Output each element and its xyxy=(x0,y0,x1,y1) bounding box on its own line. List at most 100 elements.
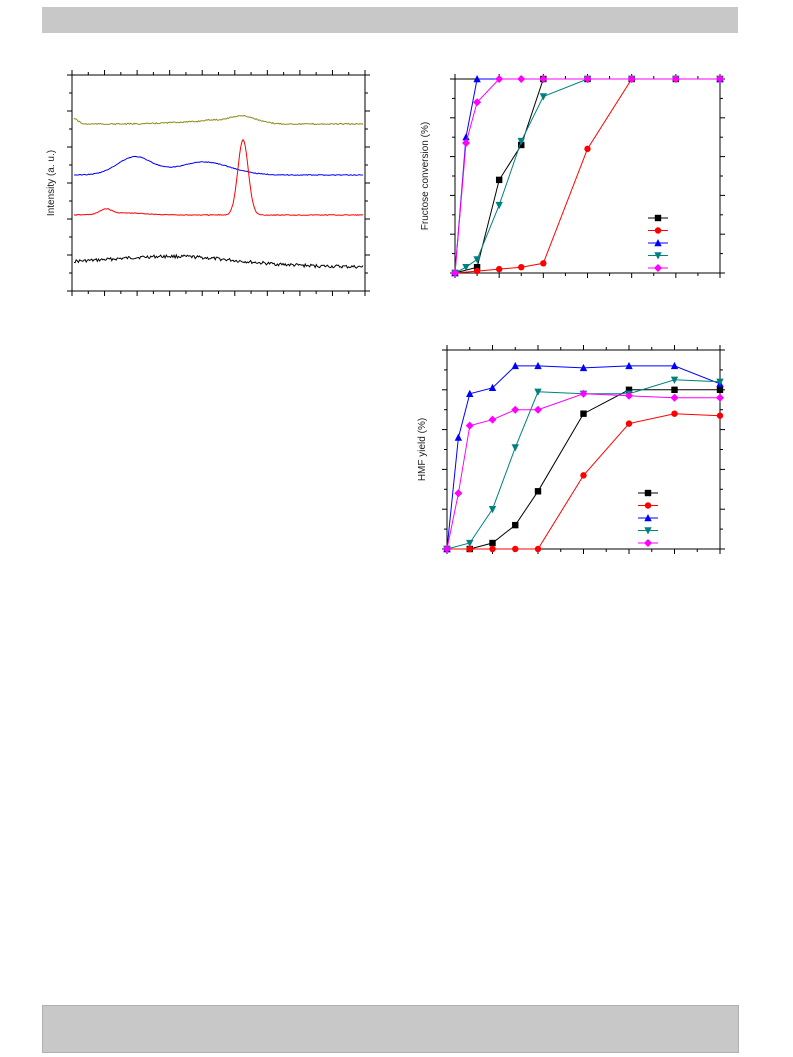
data-point xyxy=(625,361,633,370)
data-point xyxy=(495,265,503,273)
data-point xyxy=(454,433,463,441)
data-point xyxy=(511,405,520,414)
legend-marker xyxy=(644,489,652,497)
legend xyxy=(638,489,658,547)
data-point xyxy=(716,386,724,393)
legend-marker xyxy=(654,214,662,222)
data-point xyxy=(539,93,548,101)
data-point xyxy=(495,201,503,210)
legend-marker xyxy=(644,502,652,509)
data-point xyxy=(488,506,497,514)
data-point xyxy=(488,415,497,424)
header-bar xyxy=(42,7,738,33)
hmf-yield-chart: HMF yield (%) xyxy=(417,345,725,554)
data-point xyxy=(454,489,463,498)
series-line xyxy=(454,78,720,274)
data-point xyxy=(625,391,633,400)
data-point xyxy=(466,539,474,548)
data-point xyxy=(462,263,470,272)
series-group xyxy=(443,376,724,553)
y-axis-label: Fructose conversion (%) xyxy=(420,122,431,230)
data-point xyxy=(579,363,588,372)
data-point xyxy=(534,488,542,495)
data-point xyxy=(517,75,526,83)
data-point xyxy=(579,389,588,398)
y-axis-label: Intensity (a. u.) xyxy=(46,150,57,216)
data-point xyxy=(670,361,679,370)
data-point xyxy=(670,376,679,384)
data-point xyxy=(473,267,481,275)
data-point xyxy=(583,75,592,83)
data-point xyxy=(473,75,481,83)
data-point xyxy=(671,410,678,417)
data-point xyxy=(462,139,471,148)
series-group xyxy=(451,75,724,277)
legend xyxy=(648,214,668,272)
series-line xyxy=(73,253,364,269)
data-point xyxy=(584,145,591,153)
data-point xyxy=(511,361,519,370)
xrd-chart: Intensity (a. u.) xyxy=(46,70,370,296)
legend-marker xyxy=(644,539,652,547)
series-line xyxy=(73,114,364,126)
legend-marker xyxy=(654,239,662,247)
data-point xyxy=(473,98,482,107)
series-group xyxy=(443,410,724,553)
data-point xyxy=(495,176,503,184)
y-axis-label: HMF yield (%) xyxy=(417,418,428,481)
data-point xyxy=(534,545,542,553)
data-point xyxy=(488,383,497,392)
data-point xyxy=(539,75,548,83)
series-group xyxy=(443,389,724,553)
data-point xyxy=(716,378,724,386)
data-point xyxy=(534,405,542,414)
data-point xyxy=(462,133,470,141)
data-point xyxy=(716,412,724,419)
footer-bar xyxy=(42,1005,739,1053)
series-line xyxy=(446,379,721,550)
series-line xyxy=(454,78,720,274)
data-point xyxy=(625,420,633,427)
data-point xyxy=(451,269,459,277)
data-point xyxy=(716,75,724,83)
series-line xyxy=(446,365,721,550)
data-point xyxy=(489,539,496,547)
plot-frame xyxy=(71,74,366,292)
series-group xyxy=(451,75,724,277)
data-point xyxy=(540,260,547,267)
legend-marker xyxy=(654,264,662,272)
series-line xyxy=(73,155,364,176)
series-line xyxy=(446,393,720,550)
series-group xyxy=(451,75,724,277)
legend-marker xyxy=(644,527,652,535)
data-point xyxy=(495,75,504,83)
series-group xyxy=(443,386,724,553)
data-point xyxy=(580,472,587,479)
data-point xyxy=(670,393,679,402)
data-point xyxy=(465,421,474,430)
series-line xyxy=(73,138,364,216)
data-point xyxy=(625,386,633,393)
data-point xyxy=(443,545,451,553)
data-point xyxy=(489,545,496,553)
data-point xyxy=(671,386,678,393)
series-group xyxy=(451,75,724,277)
data-point xyxy=(671,75,680,83)
data-point xyxy=(518,263,525,271)
data-point xyxy=(473,256,481,264)
data-point xyxy=(466,545,473,553)
data-point xyxy=(511,444,519,452)
legend-marker xyxy=(644,514,652,522)
series-line xyxy=(454,78,720,274)
series-line xyxy=(454,78,720,274)
data-point xyxy=(512,521,519,529)
data-point xyxy=(534,388,542,396)
data-point xyxy=(534,361,542,370)
data-point xyxy=(517,137,525,146)
data-point xyxy=(512,545,519,553)
legend-marker xyxy=(654,252,662,260)
series-line xyxy=(447,413,721,550)
plot-frame xyxy=(454,78,721,274)
data-point xyxy=(627,75,636,83)
series-group xyxy=(451,75,724,277)
